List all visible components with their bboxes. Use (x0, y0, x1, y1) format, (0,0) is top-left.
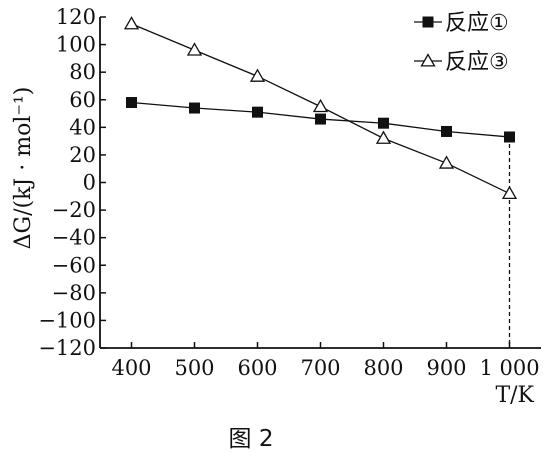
y-tick-label: −120 (38, 336, 96, 360)
data-point (123, 16, 140, 30)
y-tick-label: 120 (56, 5, 96, 29)
y-tick-label: −80 (52, 281, 96, 305)
y-tick-label: −100 (38, 308, 96, 332)
y-tick-label: 60 (69, 88, 96, 112)
data-point (186, 42, 203, 56)
x-axis-ticks: 400 500 600 700 800 900 1 000 (111, 342, 540, 380)
x-axis-label: T/K (495, 383, 534, 408)
y-tick-label: −20 (52, 198, 96, 222)
y-tick-label: 100 (56, 33, 96, 57)
y-tick-label: 0 (83, 171, 96, 195)
data-point (375, 130, 392, 144)
legend-entry: 反应③ (445, 50, 509, 75)
y-tick-label: 20 (69, 143, 96, 167)
data-point (126, 97, 137, 109)
x-tick-label: 1 000 (479, 356, 539, 380)
data-point (441, 125, 452, 137)
data-point (249, 68, 266, 82)
data-point (504, 131, 515, 143)
data-point (252, 106, 263, 118)
legend-marker (420, 53, 436, 67)
data-point (189, 102, 200, 114)
data-point (438, 155, 455, 169)
y-tick-label: 40 (69, 115, 96, 139)
series-2 (123, 16, 518, 200)
data-point (378, 117, 389, 129)
series-1 (126, 97, 515, 143)
y-tick-label: 80 (69, 60, 96, 84)
legend-entry: 反应① (445, 11, 509, 36)
data-point (312, 98, 329, 113)
data-point (315, 113, 326, 125)
data-point (501, 185, 518, 200)
x-tick-label: 700 (300, 356, 340, 380)
series-group (123, 16, 518, 200)
y-axis-ticks: 120 100 80 60 40 20 0 −20 −40 −60 −80 −100 −120 (38, 5, 106, 360)
x-tick-label: 900 (426, 356, 466, 380)
y-tick-label: −60 (52, 253, 96, 277)
x-tick-label: 400 (111, 356, 151, 380)
x-tick-label: 800 (363, 356, 403, 380)
legend-marker (422, 16, 434, 28)
figure-caption: 图 2 (229, 426, 274, 452)
y-axis-label: ΔG/(kJ · mol⁻¹) (11, 87, 36, 250)
x-tick-label: 500 (174, 356, 214, 380)
y-tick-label: −40 (52, 226, 96, 250)
x-tick-label: 600 (237, 356, 277, 380)
legend: 反应① 反应③ (414, 11, 509, 75)
